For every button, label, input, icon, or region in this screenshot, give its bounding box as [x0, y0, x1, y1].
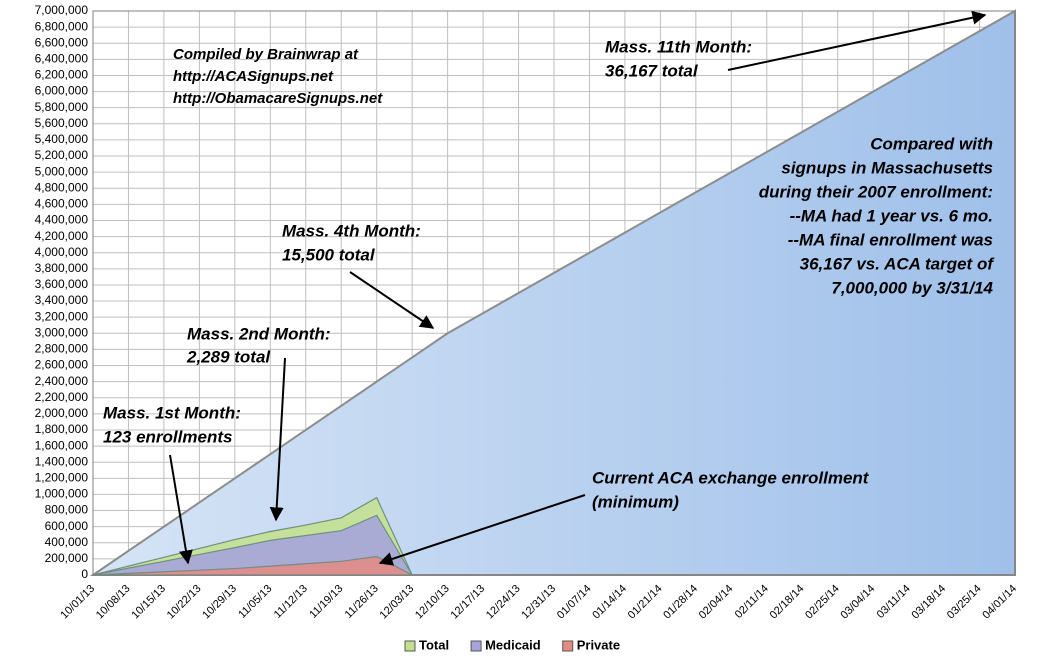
legend-label: Private	[577, 637, 620, 652]
annotation: 36,167 vs. ACA target of	[800, 254, 996, 273]
annotation: Mass. 11th Month:	[605, 37, 752, 56]
y-tick-label: 3,400,000	[35, 293, 89, 307]
y-tick-label: 2,800,000	[35, 342, 89, 356]
y-tick-label: 600,000	[45, 519, 89, 533]
x-tick-label: 02/25/14	[803, 583, 842, 622]
annotation: Mass. 4th Month:	[282, 221, 421, 240]
y-tick-label: 2,600,000	[35, 358, 89, 372]
y-tick-label: 1,200,000	[35, 470, 89, 484]
legend-swatch	[562, 640, 574, 652]
annotation: Mass. 1st Month:	[103, 403, 241, 422]
x-tick-label: 12/24/13	[484, 583, 523, 622]
y-tick-label: 2,000,000	[35, 406, 89, 420]
y-tick-label: 1,800,000	[35, 422, 89, 436]
y-tick-label: 5,800,000	[35, 100, 89, 114]
annotation: 15,500 total	[282, 245, 376, 264]
y-tick-label: 400,000	[45, 535, 89, 549]
plot-border	[92, 10, 1016, 576]
y-tick-label: 4,200,000	[35, 229, 89, 243]
annotation: 123 enrollments	[103, 427, 232, 446]
y-tick-label: 6,000,000	[35, 84, 89, 98]
annotation: --MA had 1 year vs. 6 mo.	[790, 206, 993, 225]
x-tick-label: 03/25/14	[945, 583, 984, 622]
y-tick-label: 5,000,000	[35, 164, 89, 178]
legend-label: Medicaid	[485, 637, 541, 652]
y-tick-label: 3,600,000	[35, 277, 89, 291]
x-tick-label: 01/21/14	[626, 583, 665, 622]
legend-label: Total	[419, 637, 449, 652]
y-tick-label: 6,400,000	[35, 52, 89, 66]
annotation: http://ObamacareSignups.net	[173, 90, 383, 107]
x-tick-label: 04/01/14	[980, 583, 1019, 622]
y-tick-label: 3,800,000	[35, 261, 89, 275]
y-tick-label: 6,200,000	[35, 68, 89, 82]
y-tick-label: 200,000	[45, 551, 89, 565]
x-tick-label: 10/01/13	[58, 583, 97, 622]
annotation: 2,289 total	[186, 347, 271, 366]
x-tick-label: 10/08/13	[94, 583, 133, 622]
arrow	[169, 454, 193, 565]
x-tick-label: 12/10/13	[413, 583, 452, 622]
arrow	[349, 271, 435, 329]
x-tick-label: 11/19/13	[307, 583, 345, 621]
y-tick-label: 4,400,000	[35, 213, 89, 227]
x-tick-label: 12/03/13	[378, 583, 417, 622]
x-tick-label: 10/15/13	[129, 583, 168, 622]
annotation: Compared with	[870, 134, 993, 153]
y-tick-label: 5,200,000	[35, 148, 89, 162]
y-tick-label: 6,600,000	[35, 35, 89, 49]
annotation: 36,167 total	[605, 61, 699, 80]
x-tick-label: 11/12/13	[272, 583, 310, 621]
x-tick-label: 12/17/13	[448, 583, 487, 622]
x-tick-label: 01/28/14	[661, 583, 700, 622]
arrow	[269, 357, 286, 522]
legend-swatch	[470, 640, 482, 652]
y-tick-label: 4,600,000	[35, 197, 89, 211]
y-tick-label: 1,400,000	[35, 454, 89, 468]
x-tick-label: 02/18/14	[768, 583, 807, 622]
annotation: during their 2007 enrollment:	[759, 182, 993, 201]
annotation: signups in Massachusetts	[781, 158, 993, 177]
y-tick-label: 800,000	[45, 503, 89, 517]
y-tick-label: 2,400,000	[35, 374, 89, 388]
arrow	[378, 494, 586, 566]
y-tick-label: 2,200,000	[35, 390, 89, 404]
x-tick-label: 02/11/14	[733, 583, 771, 621]
x-tick-label: 11/26/13	[343, 583, 381, 621]
area	[92, 514, 414, 576]
arrow	[727, 10, 987, 71]
x-tick-label: 03/04/14	[839, 583, 878, 622]
annotation: Current ACA exchange enrollment	[592, 468, 870, 487]
legend-swatch	[404, 640, 416, 652]
x-tick-label: 01/14/14	[590, 583, 629, 622]
y-tick-label: 5,400,000	[35, 132, 89, 146]
annotation: Mass. 2nd Month:	[187, 324, 331, 343]
y-tick-label: 4,000,000	[35, 245, 89, 259]
annotation: --MA final enrollment was	[788, 230, 993, 249]
x-tick-label: 03/11/14	[875, 583, 913, 621]
annotation: Compiled by Brainwrap at	[173, 46, 359, 63]
y-tick-label: 3,000,000	[35, 325, 89, 339]
annotation: 7,000,000 by 3/31/14	[831, 278, 993, 297]
x-tick-label: 10/29/13	[200, 583, 239, 622]
x-tick-label: 12/31/13	[519, 583, 558, 622]
x-tick-label: 03/18/14	[909, 583, 948, 622]
y-tick-label: 5,600,000	[35, 116, 89, 130]
y-tick-label: 1,600,000	[35, 438, 89, 452]
arrows	[169, 10, 987, 566]
y-tick-label: 0	[81, 567, 88, 581]
annotation: http://ACASignups.net	[173, 68, 334, 85]
y-tick-label: 6,800,000	[35, 19, 89, 33]
y-tick-label: 1,000,000	[35, 487, 89, 501]
y-tick-label: 4,800,000	[35, 180, 89, 194]
area	[89, 9, 1016, 576]
y-tick-label: 7,000,000	[35, 3, 89, 17]
x-tick-label: 01/07/14	[555, 583, 594, 622]
y-tick-label: 3,200,000	[35, 309, 89, 323]
x-tick-label: 10/22/13	[165, 583, 204, 622]
x-tick-label: 11/05/13	[236, 583, 274, 621]
annotation: (minimum)	[592, 492, 679, 511]
x-tick-label: 02/04/14	[697, 583, 736, 622]
